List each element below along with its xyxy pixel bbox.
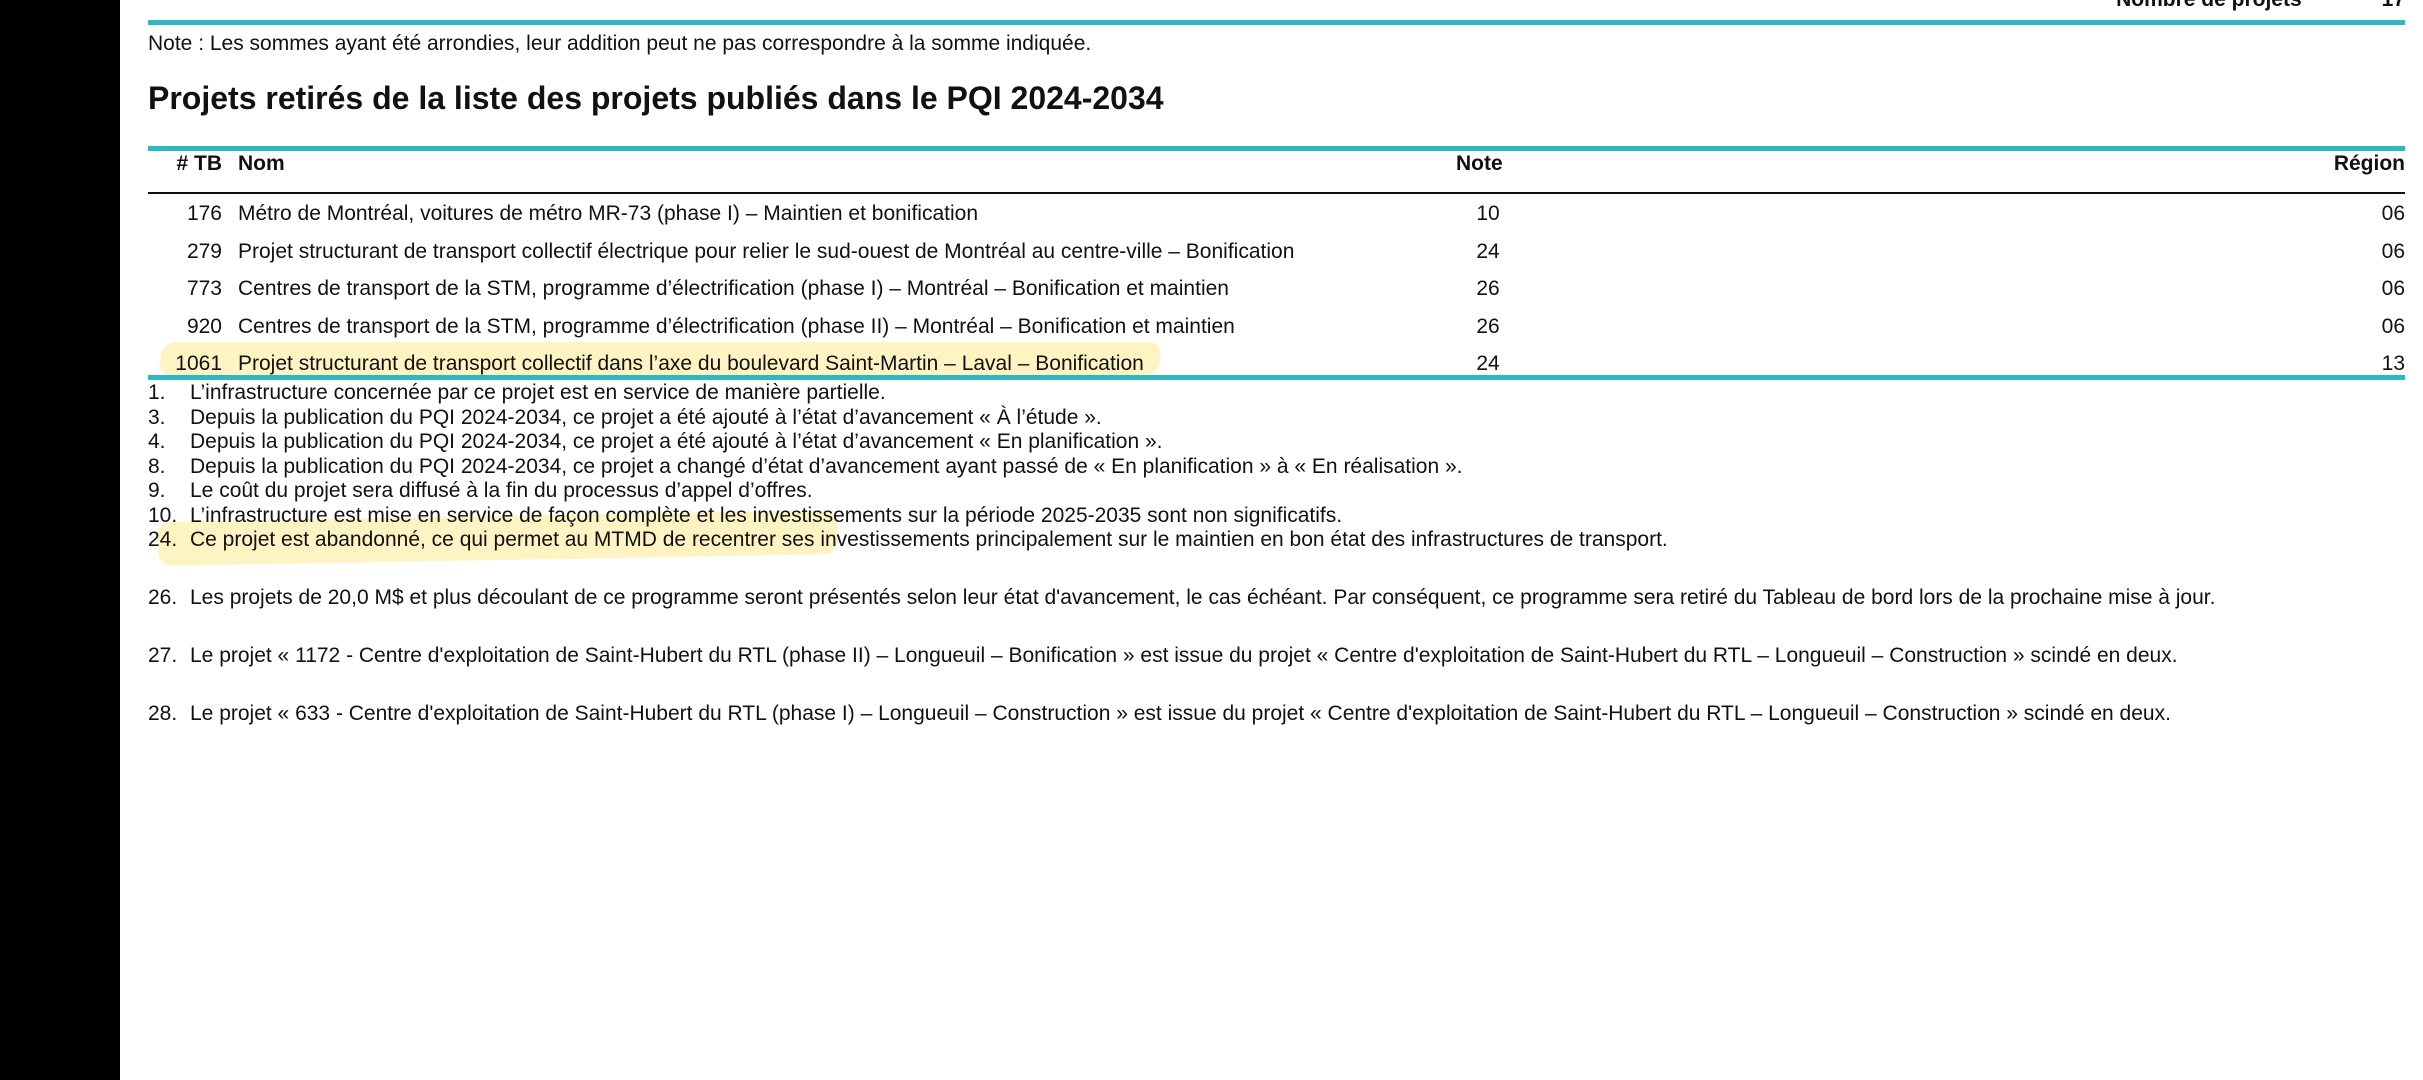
table-row: 176 Métro de Montréal, voitures de métro … [148, 198, 2405, 235]
cell-note: 26 [1476, 314, 1500, 338]
cell-region: 06 [2381, 277, 2405, 300]
footnote: 9. Le coût du projet sera diffusé à la fi… [148, 478, 2398, 503]
footnote: 3. Depuis la publication du PQI 2024-2034… [148, 405, 2398, 430]
footnote-number: 4. [148, 430, 166, 453]
divider-title [148, 146, 2405, 151]
cell-nom: Centres de transport de la STM, programm… [238, 314, 1235, 338]
footnote: 8. Depuis la publication du PQI 2024-2034… [148, 454, 2398, 479]
cell-region: 06 [2381, 314, 2405, 338]
footnote: 1. L’infrastructure concernée par ce proj… [148, 380, 2398, 405]
rounding-note: Note : Les sommes ayant été arrondies, l… [148, 32, 1092, 55]
footnote: 26. Les projets de 20,0 M$ et plus découl… [148, 585, 2398, 610]
footnote-text: Les projets de 20,0 M$ et plus découlant… [190, 586, 2216, 609]
cell-tb: 279 [186, 239, 222, 263]
cell-note: 24 [1476, 239, 1500, 263]
footnote-text: Depuis la publication du PQI 2024-2034, … [190, 454, 1463, 478]
header-region: Région [2333, 152, 2405, 175]
cell-nom: Centres de transport de la STM, programm… [238, 277, 1229, 300]
project-count-value: 17 [2382, 0, 2405, 12]
footnote: 27. Le projet « 1172 - Centre d'exploitat… [148, 643, 2398, 668]
project-count-label: Nombre de projets [2116, 0, 2302, 12]
header-nom: Nom [238, 152, 285, 175]
cell-region: 06 [2381, 202, 2405, 225]
footnote-number: 27. [148, 644, 178, 667]
cell-nom: Projet structurant de transport collecti… [238, 239, 1295, 263]
cell-region: 13 [2381, 352, 2405, 375]
footnote-text: L’infrastructure est mise en service de … [190, 503, 1343, 527]
footnote-text: Le projet « 633 - Centre d'exploitation … [190, 702, 2171, 725]
footnote-number: 10. [148, 503, 178, 527]
footnote: 10. L’infrastructure est mise en service … [148, 503, 2398, 528]
footnote-text: Ce projet est abandonné, ce qui permet a… [190, 528, 1668, 551]
footnote-text: Le coût du projet sera diffusé à la fin … [190, 479, 813, 502]
footnote: 28. Le projet « 633 - Centre d'exploitati… [148, 701, 2398, 726]
table-row: 773 Centres de transport de la STM, progr… [148, 273, 2405, 310]
divider-top [148, 20, 2405, 25]
footnote-text: Depuis la publication du PQI 2024-2034, … [190, 405, 1102, 429]
cell-nom: Métro de Montréal, voitures de métro MR-… [238, 202, 979, 225]
footnote: 4. Depuis la publication du PQI 2024-2034… [148, 429, 2398, 454]
cell-note: 24 [1476, 352, 1500, 375]
table-row: 920 Centres de transport de la STM, progr… [148, 311, 2405, 348]
footnote-text: L’infrastructure concernée par ce projet… [190, 381, 886, 404]
header-tb: # TB [176, 152, 222, 175]
cell-note: 26 [1476, 277, 1500, 300]
project-count: Nombre de projets 17 [2116, 0, 2405, 12]
footnote-text: Depuis la publication du PQI 2024-2034, … [190, 430, 1163, 453]
footnote-number: 28. [148, 702, 178, 725]
cell-tb: 176 [186, 202, 222, 225]
footnote-number: 1. [148, 381, 166, 404]
cell-tb: 1061 [175, 352, 222, 375]
header-note: Note [1456, 152, 1503, 175]
footnote-number: 8. [148, 454, 166, 478]
table-row: 1061 Projet structurant de transport coll… [148, 348, 2405, 385]
left-black-border [0, 0, 120, 1080]
cell-tb: 773 [186, 277, 222, 300]
table-row: 279 Projet structurant de transport colle… [148, 236, 2405, 273]
footnote-text: Le projet « 1172 - Centre d'exploitation… [190, 644, 2178, 667]
cell-nom: Projet structurant de transport collecti… [238, 352, 1144, 375]
section-title: Projets retirés de la liste des projets … [148, 80, 1164, 116]
footnote-number: 3. [148, 405, 166, 429]
cell-tb: 920 [186, 314, 222, 338]
cell-note: 10 [1476, 202, 1500, 225]
footnote-number: 9. [148, 479, 166, 502]
divider-table-end [148, 375, 2405, 380]
footnote-number: 24. [148, 528, 178, 551]
footnote-number: 26. [148, 586, 178, 609]
footnote: 24. Ce projet est abandonné, ce qui perme… [148, 527, 2398, 552]
cell-region: 06 [2381, 239, 2405, 263]
table-header: # TB Nom Note Région [148, 152, 2405, 194]
